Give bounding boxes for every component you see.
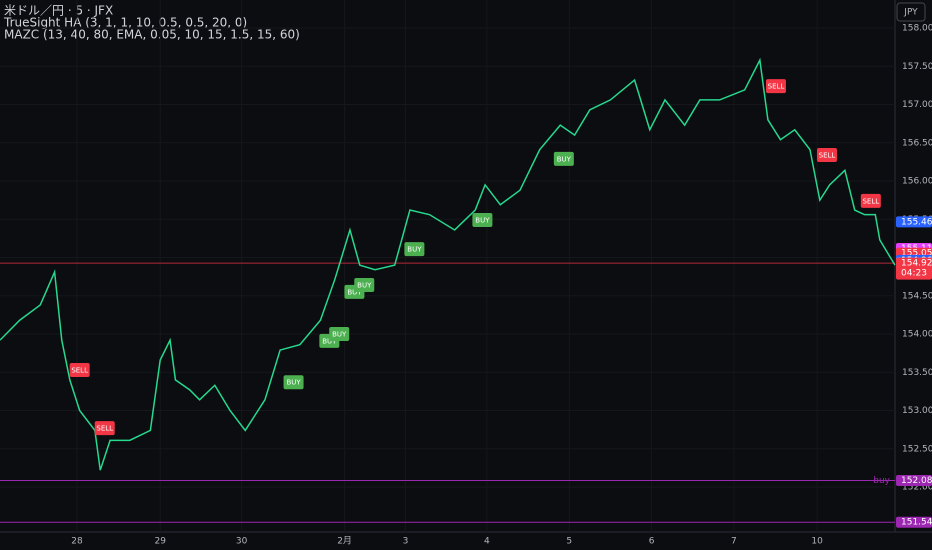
x-tick-label: 10 [811,537,823,547]
price-tag [896,257,932,280]
y-tick-label: 157.000 [902,100,932,110]
price-line [0,57,896,471]
signal: SELL [765,79,786,94]
currency-label[interactable]: JPY [903,8,918,18]
price-tag [896,216,932,228]
signal-label: BUY [322,337,337,345]
y-tick-label: 158.000 [902,24,932,34]
x-tick-label: 2月 [337,536,352,547]
x-tick-label: 29 [154,537,166,547]
signal-label: BUY [347,288,362,296]
signal-label: BUY [475,217,490,225]
x-tick-label: 4 [484,537,490,547]
signal: BUY [472,213,493,228]
price-tag-label: 155.056 [901,249,932,259]
price-tag-label: 151.540 [901,518,932,528]
signal-badge [472,213,493,228]
y-tick-label: 153.000 [902,406,932,416]
signal-label: BUY [357,282,372,290]
signal-label: SELL [96,425,113,433]
signal-badge [404,242,425,257]
y-tick-label: 153.500 [902,368,932,378]
x-tick-label: 30 [236,537,248,547]
x-tick-label: 5 [566,537,572,547]
indicator-legend: TrueSight HA (3, 1, 1, 10, 0.5, 0.5, 20,… [3,16,247,30]
signal: BUY [283,375,304,390]
x-tick-label: 6 [649,537,655,547]
x-tick-label: 3 [403,537,409,547]
signal-badge [816,147,837,162]
signal-label: BUY [332,331,347,339]
signal: BUY [329,327,350,342]
currency-button[interactable] [896,2,926,22]
y-tick-label: 156.500 [902,138,932,148]
signal-badge [69,362,90,377]
signal: SELL [816,147,837,162]
y-tick-label: 152.000 [902,483,932,493]
signal: SELL [94,421,115,436]
signal-badge [765,79,786,94]
signal-badge [860,193,881,208]
countdown: 04:23 [901,269,927,279]
price-tag-label: 152.085 [901,476,932,486]
indicator-legend: MAZC (13, 40, 80, EMA, 0.05, 10, 15, 1.5… [4,28,300,42]
chart-title: 米ドル／円 · 5 · JFX [4,4,113,18]
signal-label: SELL [768,83,785,91]
y-tick-label: 156.000 [902,177,932,187]
signal-label: SELL [819,151,836,159]
signal-label: SELL [862,197,879,205]
y-tick-label: 154.000 [902,330,932,340]
price-tag-label: 155.466 [901,217,932,227]
price-tag-label: 154.926 [901,259,932,269]
signal: BUY [404,242,425,257]
signal-badge [354,278,375,293]
signal: BUY [354,278,375,293]
signal: SELL [860,193,881,208]
level-label: buy [873,476,890,486]
x-tick-label: 28 [71,537,83,547]
price-tag [896,475,932,487]
signal-label: BUY [286,379,301,387]
signal: BUY [553,151,574,166]
x-tick-label: 7 [731,537,737,547]
signal-badge [553,151,574,166]
y-tick-label: 154.500 [902,291,932,301]
signal-badge [329,327,350,342]
signal-badge [94,421,115,436]
signal-label: SELL [71,366,88,374]
signal: SELL [69,362,90,377]
signal-badge [283,375,304,390]
y-tick-label: 152.500 [902,444,932,454]
signal-label: BUY [407,246,422,254]
y-tick-label: 157.500 [902,62,932,72]
price-tag [896,516,932,528]
signal-label: BUY [557,155,572,163]
